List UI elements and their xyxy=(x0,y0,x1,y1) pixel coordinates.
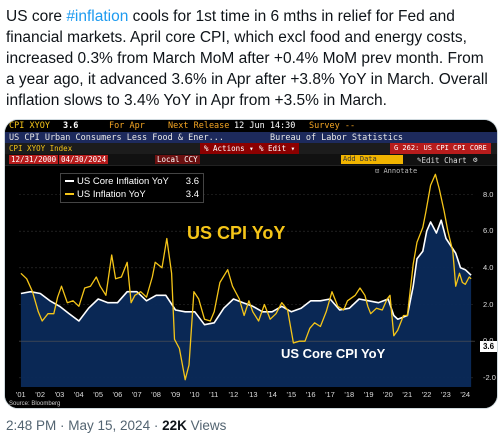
edit-chart-label: Edit Chart xyxy=(421,156,467,165)
toolbar-bar: CPI XYOY Index % Actions ▾ % Edit ▾ G 26… xyxy=(5,143,497,154)
y-tick-label: 6.0 xyxy=(483,226,494,236)
series-line-core xyxy=(20,219,472,326)
legend-value-headline: 3.4 xyxy=(185,189,199,200)
x-tick-label: '23 xyxy=(441,390,451,399)
x-tick-label: '20 xyxy=(383,390,393,399)
survey-label: Survey -- xyxy=(309,121,356,131)
x-tick-label: '21 xyxy=(402,390,413,399)
x-tick-label: '06 xyxy=(112,390,123,399)
legend-item-headline: US Inflation YoY xyxy=(65,189,146,200)
x-tick-label: '13 xyxy=(247,390,258,399)
legend-swatch-headline xyxy=(65,193,74,196)
x-tick-label: '17 xyxy=(325,390,335,399)
x-tick-label: '16 xyxy=(305,390,316,399)
last-value-tag: 3.6 xyxy=(480,341,497,352)
x-tick-label: '15 xyxy=(286,390,297,399)
annotate-label: Annotate xyxy=(383,167,418,175)
legend-label-headline: US Inflation YoY xyxy=(77,189,146,200)
y-tick-label: -2.0 xyxy=(483,372,496,382)
ccy-select[interactable]: Local CCY xyxy=(155,155,200,164)
index-label: CPI XYOY Index xyxy=(9,144,73,153)
date-to[interactable]: 04/30/2024 xyxy=(59,155,109,164)
source-name: Bureau of Labor Statistics xyxy=(270,133,404,143)
tweet-media-image[interactable]: CPI XYOY 3.6 For Apr Next Release 12 Jun… xyxy=(4,119,498,409)
tweet-meta: 2:48 PM · May 15, 2024 · 22K Views xyxy=(6,418,226,433)
views-label: Views xyxy=(186,418,227,433)
chart-legend: US Core Inflation YoY 3.6 US Inflation Y… xyxy=(60,173,204,203)
date-separator: - xyxy=(53,155,58,164)
x-tick-label: '02 xyxy=(35,390,46,399)
x-tick-label: '03 xyxy=(54,390,65,399)
y-tick-label: 2.0 xyxy=(483,299,494,309)
legend-value-core: 3.6 xyxy=(185,176,199,187)
tweet-text-part: US core xyxy=(6,8,67,25)
views-count: 22K xyxy=(162,418,187,433)
period-toolbar: 12/31/2000 - 04/30/2024 Local CCY Add Da… xyxy=(5,154,497,165)
release-label: Next Release xyxy=(168,121,230,131)
y-tick-label: 8.0 xyxy=(483,189,494,199)
x-tick-label: '04 xyxy=(73,390,84,399)
terminal-header: CPI XYOY 3.6 For Apr Next Release 12 Jun… xyxy=(5,120,497,132)
edit-menu[interactable]: % Edit ▾ xyxy=(255,143,300,154)
cpi-yoy-annotation: US CPI YoY xyxy=(187,223,286,243)
x-tick-label: '14 xyxy=(267,390,277,399)
annotate-tool[interactable]: ⊡ Annotate xyxy=(375,167,418,175)
core-cpi-yoy-annotation: US Core CPI YoY xyxy=(281,346,386,361)
gear-icon[interactable]: ⚙ xyxy=(473,155,478,164)
edit-chart-button[interactable]: ✎ Edit Chart xyxy=(417,155,467,165)
x-tick-label: '08 xyxy=(151,390,161,399)
core-area xyxy=(20,220,472,387)
x-tick-label: '18 xyxy=(344,390,355,399)
x-tick-label: '22 xyxy=(421,390,432,399)
legend-item-core: US Core Inflation YoY xyxy=(65,176,169,187)
series-line-headline xyxy=(20,173,472,381)
legend-swatch-core xyxy=(65,180,74,183)
date-from[interactable]: 12/31/2000 xyxy=(9,155,59,164)
bloomberg-terminal-chart: CPI XYOY 3.6 For Apr Next Release 12 Jun… xyxy=(5,120,497,408)
tweet-text-part: cools for 1st time in 6 mths in relief f… xyxy=(6,8,488,109)
page-label: G 262: US CPI CPI CORE xyxy=(390,143,491,154)
x-tick-label: '01 xyxy=(15,390,26,399)
y-tick-label: 4.0 xyxy=(483,262,494,272)
tweet-timestamp[interactable]: 2:48 PM · May 15, 2024 · xyxy=(6,418,163,433)
y-tick-label: 0.0 xyxy=(483,336,494,346)
x-tick-label: '24 xyxy=(460,390,471,399)
legend-label-core: US Core Inflation YoY xyxy=(77,176,169,187)
line-chart xyxy=(19,173,475,387)
hashtag-link[interactable]: #inflation xyxy=(66,8,129,25)
x-axis-labels: '01 '02 '03 '04 '05 '06 '07 '08 '09 '10 '11 '12 '13 '… xyxy=(5,390,497,402)
x-tick-label: '12 xyxy=(228,390,239,399)
x-tick-label: '19 xyxy=(363,390,374,399)
security-name: US CPI Urban Consumers Less Food & Ener.… xyxy=(9,133,224,143)
x-tick-label: '11 xyxy=(209,390,219,399)
divider xyxy=(5,165,497,166)
x-tick-label: '07 xyxy=(131,390,142,399)
ticker: CPI XYOY xyxy=(9,121,50,131)
x-tick-label: '10 xyxy=(189,390,200,399)
security-name-bar: US CPI Urban Consumers Less Food & Ener.… xyxy=(5,132,497,143)
actions-menu[interactable]: % Actions ▾ xyxy=(200,143,258,154)
for-label: For Apr xyxy=(109,121,145,131)
x-tick-label: '09 xyxy=(170,390,181,399)
source-note: Source: Bloomberg xyxy=(9,401,61,407)
tweet-text: US core #inflation cools for 1st time in… xyxy=(6,6,496,111)
release-date: 12 Jun 14:30 xyxy=(234,121,296,131)
add-data-field[interactable]: Add Data xyxy=(341,155,403,164)
ticker-value: 3.6 xyxy=(63,121,79,131)
x-tick-label: '05 xyxy=(93,390,103,399)
